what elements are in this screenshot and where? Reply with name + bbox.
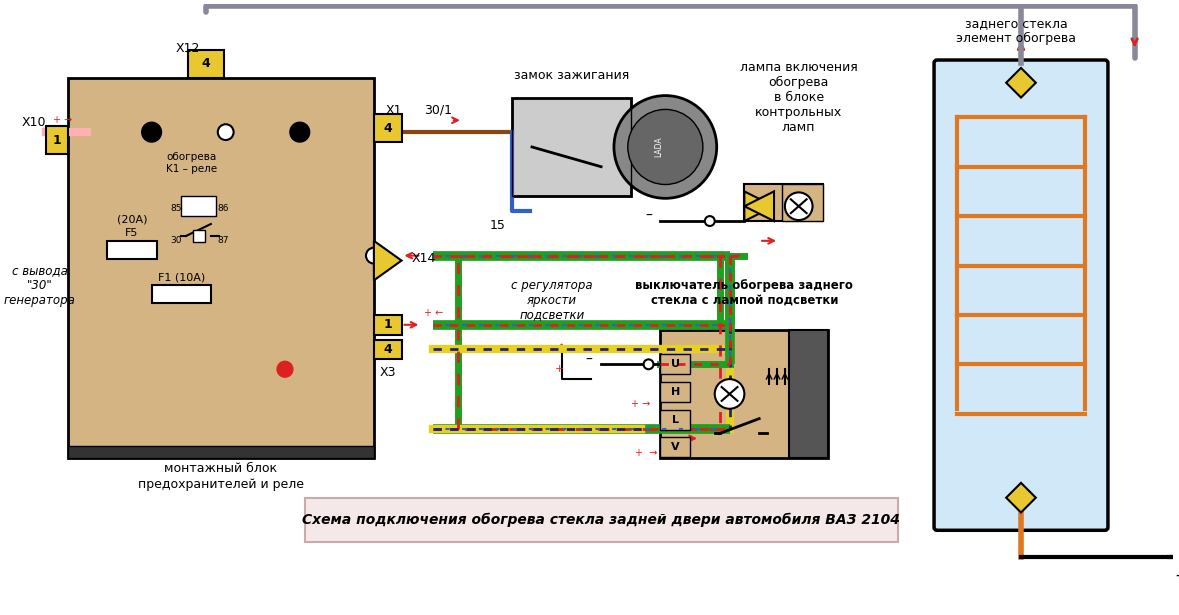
Text: –: – — [1175, 566, 1179, 584]
Circle shape — [290, 122, 310, 142]
Text: 4: 4 — [383, 343, 393, 356]
Text: 1: 1 — [383, 319, 393, 331]
Text: +  →: + → — [718, 251, 740, 261]
Text: 15: 15 — [489, 220, 506, 232]
Text: +: + — [555, 364, 565, 375]
Bar — [374, 339, 402, 359]
Text: с вывода: с вывода — [12, 264, 68, 277]
Circle shape — [627, 109, 703, 184]
Text: + ←: + ← — [423, 308, 443, 318]
Text: + →: + → — [631, 399, 651, 409]
Bar — [512, 98, 631, 196]
Circle shape — [785, 192, 812, 220]
Bar — [67, 446, 374, 458]
Text: V: V — [671, 442, 679, 452]
Text: "30": "30" — [27, 279, 53, 292]
Bar — [660, 330, 829, 458]
Bar — [744, 183, 823, 221]
Circle shape — [714, 379, 744, 409]
Text: + →: + → — [53, 115, 72, 125]
Text: замок зажигания: замок зажигания — [514, 69, 630, 82]
Text: 1: 1 — [52, 133, 61, 146]
Text: 85: 85 — [171, 204, 182, 213]
Bar — [660, 382, 690, 402]
Text: +  →: + → — [635, 448, 658, 458]
Circle shape — [277, 362, 292, 377]
Bar — [374, 315, 402, 335]
Text: 86: 86 — [217, 204, 229, 213]
Text: элемент обогрева: элемент обогрева — [956, 32, 1076, 45]
Text: 87: 87 — [217, 236, 229, 245]
Bar — [304, 498, 897, 542]
Text: LADA: LADA — [654, 137, 663, 157]
Text: заднего стекла: заднего стекла — [964, 17, 1067, 30]
Bar — [152, 285, 211, 303]
Text: контрольных: контрольных — [755, 106, 842, 119]
Text: 4: 4 — [383, 122, 393, 135]
Text: X3: X3 — [380, 366, 396, 379]
Text: –: – — [586, 352, 593, 367]
Text: предохранителей и реле: предохранителей и реле — [138, 478, 304, 491]
Circle shape — [614, 95, 717, 198]
Bar — [67, 78, 374, 458]
Circle shape — [365, 248, 382, 264]
Text: ламп: ламп — [782, 121, 816, 133]
Text: обогрева: обогрева — [166, 152, 216, 162]
Bar — [660, 410, 690, 429]
Text: F5: F5 — [125, 228, 138, 238]
Polygon shape — [1006, 68, 1036, 98]
Bar — [182, 196, 216, 216]
Text: X1: X1 — [386, 104, 402, 117]
Polygon shape — [744, 191, 773, 221]
Text: X12: X12 — [176, 42, 200, 55]
Text: стекла с лампой подсветки: стекла с лампой подсветки — [651, 293, 838, 307]
Text: выключатель обогрева заднего: выключатель обогрева заднего — [635, 279, 854, 292]
Bar — [46, 126, 67, 154]
Circle shape — [705, 216, 714, 226]
Bar — [660, 437, 690, 457]
Polygon shape — [789, 330, 829, 458]
Text: X14: X14 — [411, 252, 436, 265]
Text: обогрева: обогрева — [769, 76, 829, 89]
Text: Схема подключения обогрева стекла задней двери автомобиля ВАЗ 2104: Схема подключения обогрева стекла задней… — [302, 512, 900, 526]
Text: U: U — [671, 359, 680, 369]
Text: в блоке: в блоке — [773, 91, 824, 104]
Bar — [512, 98, 631, 196]
Polygon shape — [374, 241, 402, 280]
Text: 30: 30 — [171, 236, 182, 245]
Text: X10: X10 — [21, 116, 46, 129]
Text: (20А): (20А) — [117, 214, 147, 224]
Bar — [660, 354, 690, 374]
Bar — [782, 183, 823, 221]
Text: –: – — [645, 209, 652, 223]
Text: генератора: генератора — [4, 293, 75, 307]
Text: K1 – реле: K1 – реле — [165, 164, 217, 173]
Text: подсветки: подсветки — [519, 308, 585, 322]
Text: монтажный блок: монтажный блок — [164, 461, 277, 475]
Circle shape — [644, 359, 653, 369]
Text: 30/1: 30/1 — [424, 104, 452, 117]
Text: L: L — [672, 415, 679, 424]
Text: яркости: яркости — [527, 293, 577, 307]
Circle shape — [218, 124, 233, 140]
Polygon shape — [744, 191, 773, 221]
Circle shape — [141, 122, 162, 142]
Text: F1 (10А): F1 (10А) — [158, 272, 205, 282]
Bar — [193, 230, 205, 242]
Polygon shape — [1006, 483, 1036, 512]
FancyBboxPatch shape — [934, 60, 1108, 530]
Bar — [374, 114, 402, 142]
Text: 4: 4 — [202, 57, 210, 71]
Text: с регулятора: с регулятора — [511, 279, 593, 292]
Text: H: H — [671, 387, 680, 397]
Bar — [107, 241, 157, 258]
Bar — [189, 50, 224, 78]
Text: лампа включения: лампа включения — [740, 62, 857, 74]
